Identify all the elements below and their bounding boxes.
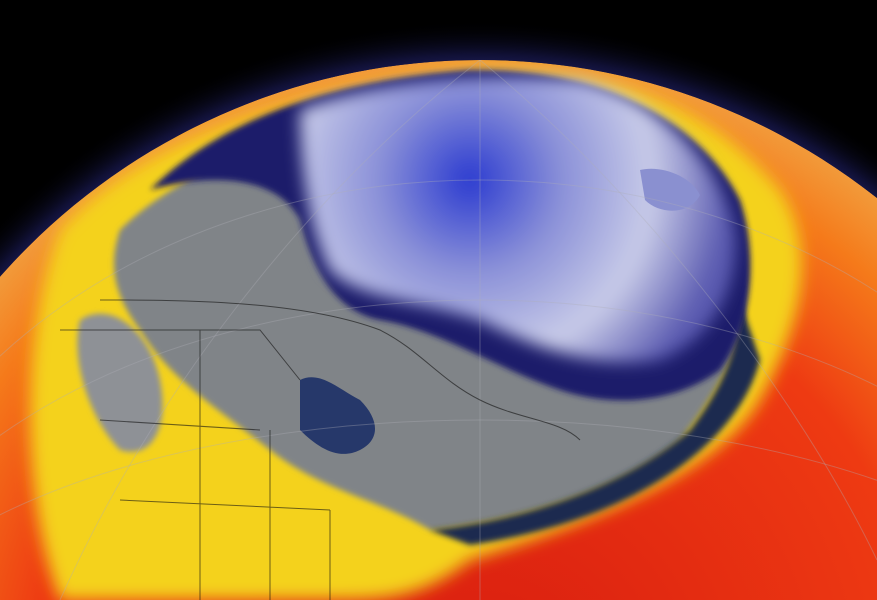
state-lines	[60, 329, 331, 600]
parallel	[0, 299, 877, 600]
cold-ocean	[430, 300, 760, 545]
graticule	[0, 60, 877, 600]
parallel	[0, 179, 877, 600]
mountain-snow	[77, 313, 163, 452]
arctic-air	[300, 77, 736, 363]
iceland-region	[640, 168, 700, 211]
country-border	[99, 299, 581, 441]
globe	[0, 60, 877, 600]
great-lakes	[300, 377, 375, 454]
meridian	[479, 60, 877, 561]
parallel	[0, 419, 877, 600]
meridian	[59, 60, 481, 600]
borders	[60, 299, 581, 600]
